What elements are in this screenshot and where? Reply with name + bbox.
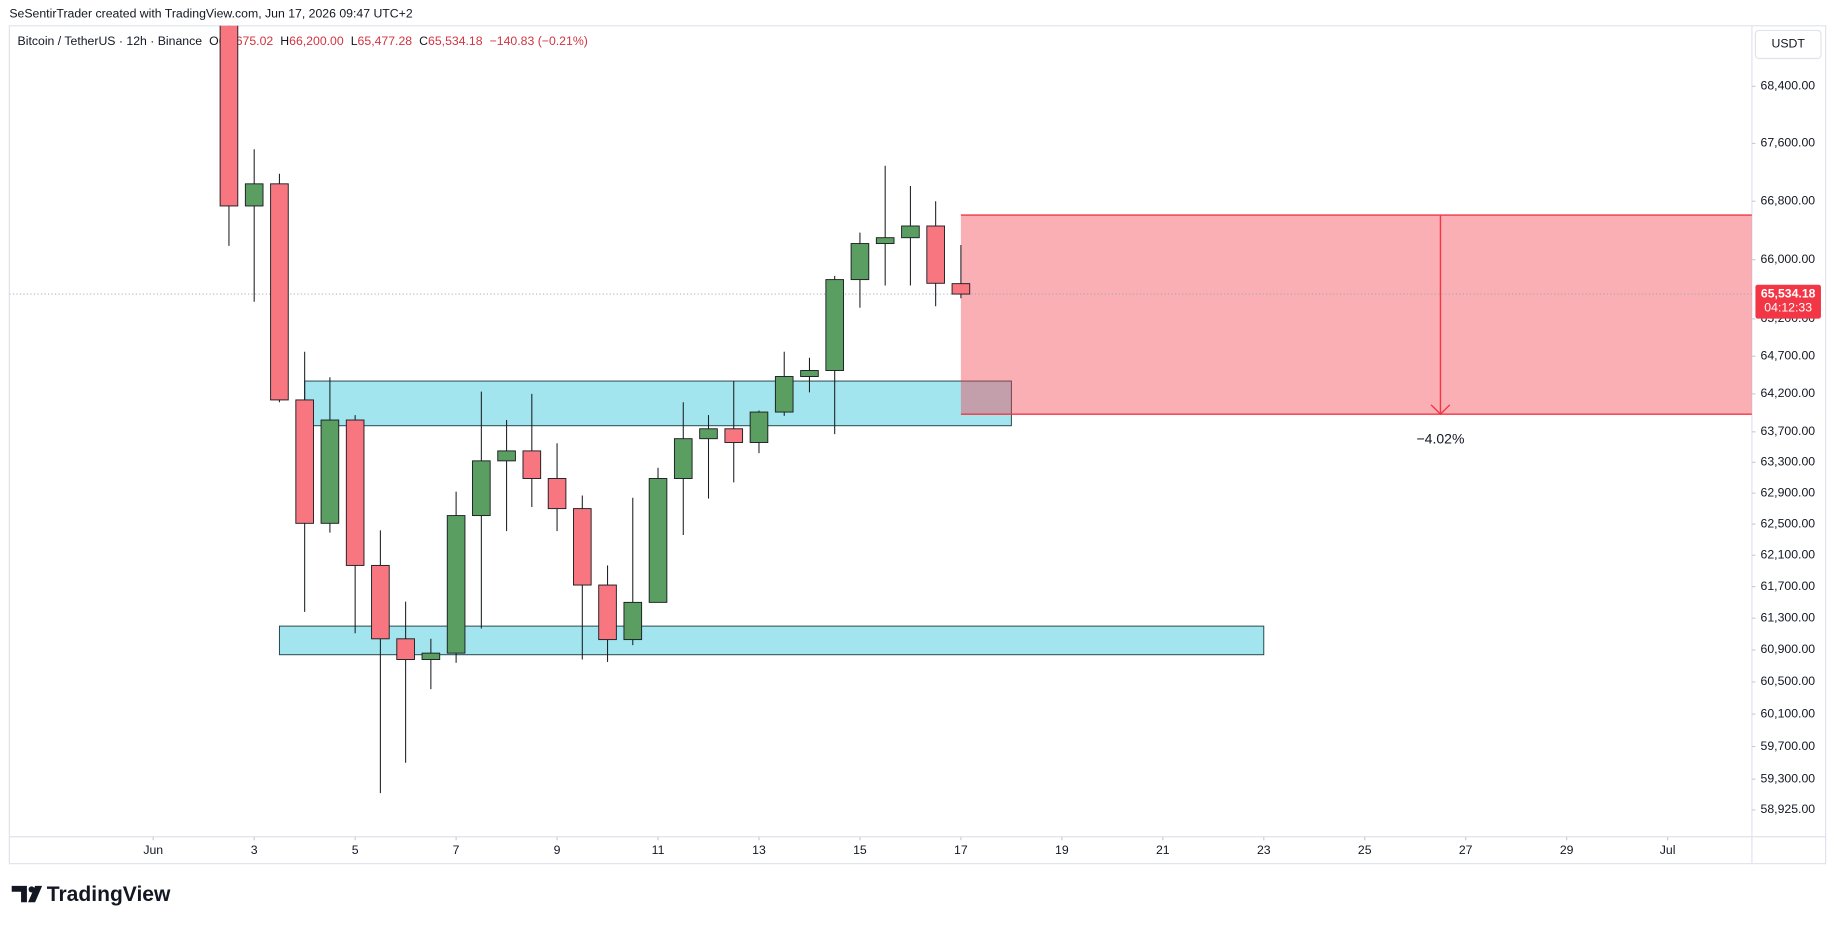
logo: TradingView — [11, 883, 171, 906]
candle-body — [446, 515, 466, 654]
support-zone — [304, 380, 1012, 427]
x-tick-label: 3 — [251, 843, 258, 857]
candle-body — [522, 450, 542, 479]
ohlc-label: L — [351, 34, 358, 48]
symbol: Bitcoin / TetherUS · 12h · Binance — [18, 34, 203, 48]
countdown: 04:12:33 — [1764, 300, 1812, 314]
x-tick-label: Jun — [143, 843, 163, 857]
arrow-head — [1430, 404, 1451, 416]
y-tick-label: 60,500.00 — [1761, 674, 1816, 688]
x-tick-label: 11 — [652, 843, 665, 857]
symbol-legend: Bitcoin / TetherUS · 12h · Binance O65,67… — [18, 34, 588, 48]
x-tick-label: 27 — [1459, 843, 1473, 857]
candle-body — [371, 564, 390, 640]
candle-body — [623, 601, 643, 641]
y-tick-label: 60,100.00 — [1761, 706, 1816, 720]
candle-body — [926, 225, 945, 284]
price-label: 65,534.18 — [1761, 286, 1816, 300]
axes: 68,400.0067,600.0066,800.0066,000.0065,2… — [143, 79, 1821, 857]
candle-body — [472, 460, 491, 517]
y-tick-label: 62,500.00 — [1761, 516, 1816, 530]
y-tick-label: 67,600.00 — [1761, 136, 1816, 150]
x-tick-label: 23 — [1257, 843, 1271, 857]
ohlc-value: 65,477.28 — [358, 34, 413, 48]
x-tick-label: 17 — [954, 843, 968, 857]
chart-frame — [8, 25, 1827, 865]
candle-body — [901, 225, 920, 239]
candle-body — [270, 183, 289, 401]
x-tick-label: 21 — [1156, 843, 1170, 857]
y-tick-label: 66,000.00 — [1761, 252, 1816, 266]
candle-body — [648, 478, 668, 603]
x-tick-label: 5 — [352, 843, 359, 857]
candle-body — [547, 478, 567, 510]
ohlc-label: H — [280, 34, 289, 48]
candle-body — [774, 376, 794, 413]
target-label: −4.02% — [1416, 431, 1464, 447]
ohlc-value: 66,200.00 — [289, 34, 344, 48]
plot-area: −4.02% — [9, 25, 1752, 794]
ohlc-label: O — [209, 34, 219, 48]
candle-body — [850, 243, 870, 281]
y-tick-label: 58,925.00 — [1761, 802, 1816, 816]
x-tick-label: 19 — [1055, 843, 1069, 857]
logo-dot — [28, 886, 35, 893]
y-tick-label: 62,900.00 — [1761, 485, 1816, 499]
candle-body — [825, 279, 845, 371]
candle-body — [244, 183, 264, 207]
y-tick-label: 61,300.00 — [1761, 610, 1816, 624]
y-tick-label: 64,200.00 — [1761, 386, 1816, 400]
y-tick-label: 64,700.00 — [1761, 348, 1816, 362]
candle-body — [749, 411, 769, 443]
candle-body — [673, 438, 693, 479]
y-tick-label: 60,900.00 — [1761, 642, 1816, 656]
candle-body — [699, 428, 718, 440]
logo-text: TradingView — [47, 883, 171, 906]
candle-body — [421, 652, 441, 660]
candle-body — [951, 283, 971, 295]
y-tick-label: 62,100.00 — [1761, 548, 1816, 562]
support-zone — [278, 625, 1265, 656]
candle-body — [875, 237, 895, 245]
candle-body — [800, 370, 819, 377]
logo-icon — [11, 885, 43, 903]
price-label-box — [1755, 284, 1821, 319]
currency[interactable]: USDT — [1771, 37, 1805, 51]
candle-body — [724, 428, 744, 443]
x-tick-label: 9 — [554, 843, 561, 857]
y-tick-label: 63,700.00 — [1761, 424, 1816, 438]
currency-button[interactable] — [1754, 29, 1822, 60]
short-target-zone — [960, 215, 1752, 415]
x-tick-label: 7 — [453, 843, 460, 857]
ohlc-label: C — [419, 34, 428, 48]
change: −140.83 (−0.21%) — [490, 34, 588, 48]
x-tick-label: 25 — [1358, 843, 1372, 857]
candle-body — [497, 450, 516, 462]
candle-body — [320, 419, 340, 524]
credit: SeSentirTrader created with TradingView.… — [9, 6, 412, 20]
candle-body — [573, 508, 592, 586]
x-tick-label: Jul — [1660, 843, 1676, 857]
candle-body — [219, 25, 239, 207]
x-tick-label: 13 — [752, 843, 766, 857]
ohlc-value: 65,534.18 — [428, 34, 483, 48]
y-tick-label: 59,700.00 — [1761, 739, 1816, 753]
candle-body — [345, 419, 365, 566]
y-tick-label: 59,300.00 — [1761, 771, 1816, 785]
y-tick-label: 68,400.00 — [1761, 79, 1816, 93]
candle-body — [598, 584, 617, 641]
x-tick-label: 29 — [1560, 843, 1574, 857]
candle-body — [295, 399, 314, 524]
candle-body — [396, 638, 415, 660]
y-tick-label: 61,700.00 — [1761, 579, 1816, 593]
x-tick-label: 15 — [853, 843, 867, 857]
y-tick-label: 63,300.00 — [1761, 455, 1816, 469]
y-tick-label: 66,800.00 — [1761, 193, 1816, 207]
